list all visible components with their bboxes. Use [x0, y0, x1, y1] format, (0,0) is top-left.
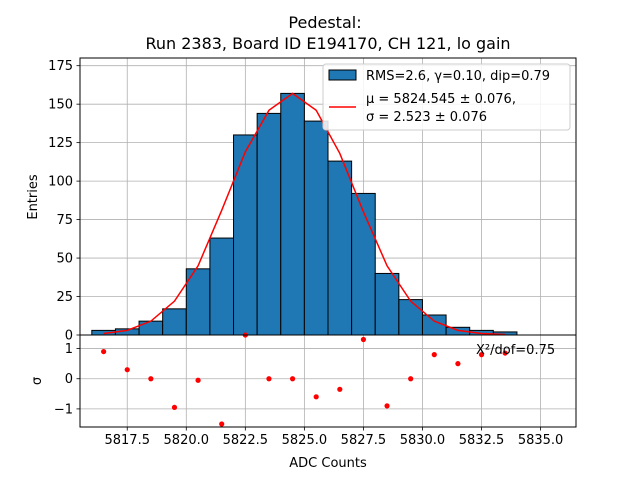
legend-hist-swatch: [328, 69, 357, 81]
main-y-axis-label: Entries: [26, 174, 41, 220]
x-tick-label: 5822.5: [223, 433, 269, 448]
residual-annotation: Χ²/dof=0.75: [476, 343, 555, 358]
residual-y-ticks: −1 0 1: [54, 342, 80, 417]
x-tick-label: 5835.0: [518, 433, 564, 448]
histogram-bar: [209, 237, 235, 336]
residual-point: [502, 350, 508, 356]
x-tick-label: 5827.5: [341, 433, 387, 448]
legend: RMS=2.6, γ=0.10, dip=0.79 μ = 5824.545 ±…: [322, 63, 571, 131]
histogram-bar: [280, 92, 305, 336]
residual-point: [313, 394, 319, 400]
residual-points: [101, 332, 508, 427]
histogram-bar: [327, 160, 353, 336]
residual-point: [337, 386, 343, 392]
residual-point: [171, 404, 178, 410]
residual-point: [478, 352, 485, 358]
residual-point: [195, 377, 201, 383]
histogram-bars: [91, 92, 518, 336]
fit-curve: [103, 92, 506, 336]
residual-y-axis-label: σ: [30, 377, 45, 385]
main-y-tick-label: 100: [48, 175, 73, 190]
main-y-tick-label: 175: [48, 59, 73, 74]
residual-y-tick-label: 1: [65, 342, 73, 357]
x-tick-label: 5817.5: [104, 433, 150, 448]
histogram-bar: [138, 320, 164, 336]
legend-hist-label: RMS=2.6, γ=0.10, dip=0.79: [366, 69, 550, 84]
legend-fit-label-line2: σ = 2.523 ± 0.076: [366, 110, 487, 125]
residual-point: [266, 376, 272, 382]
main-y-tick-label: 150: [48, 98, 73, 113]
residual-point: [101, 348, 107, 355]
histogram-bar: [374, 272, 400, 336]
legend-box: [322, 63, 571, 131]
histogram-bar: [351, 192, 376, 336]
residual-point: [455, 361, 461, 367]
main-y-tick-label: 50: [56, 252, 73, 267]
chart-subtitle: Run 2383, Board ID E194170, CH 121, lo g…: [145, 34, 510, 53]
main-y-ticks: 0 25 50 75 100 125 150 175: [48, 59, 80, 344]
histogram-bar: [398, 299, 423, 336]
residual-y-tick-label: 0: [65, 372, 73, 387]
main-y-tick-label: 0: [65, 329, 73, 344]
x-tick-label: 5820.0: [164, 433, 210, 448]
x-tick-label: 5830.0: [400, 433, 446, 448]
residual-point: [408, 376, 414, 382]
x-tick-label: 5832.5: [459, 433, 505, 448]
residual-x-ticks: 5817.5 5820.0 5822.5 5825.0 5827.5 5830.0 5832…: [104, 427, 563, 448]
histogram-bar: [303, 120, 329, 336]
residual-y-tick-label: −1: [54, 402, 73, 417]
chart-title: Pedestal:: [288, 13, 361, 32]
x-axis-label: ADC Counts: [289, 456, 367, 471]
histogram-bar: [233, 134, 258, 336]
legend-fit-label-line1: μ = 5824.545 ± 0.076,: [366, 92, 516, 107]
residual-point: [431, 352, 437, 358]
main-y-tick-label: 75: [56, 213, 73, 228]
residual-grid: [80, 335, 576, 427]
residual-axes-frame: [79, 334, 577, 428]
residual-point: [124, 367, 130, 373]
residual-point: [289, 376, 296, 382]
residual-point: [384, 403, 390, 409]
main-y-tick-label: 25: [56, 290, 73, 305]
x-tick-label: 5825.0: [282, 433, 328, 448]
main-y-tick-label: 125: [48, 136, 73, 151]
residual-point: [360, 336, 367, 343]
residual-point: [148, 376, 154, 382]
residual-point: [219, 421, 225, 427]
histogram-bar: [256, 112, 282, 336]
histogram-bar: [162, 308, 187, 336]
